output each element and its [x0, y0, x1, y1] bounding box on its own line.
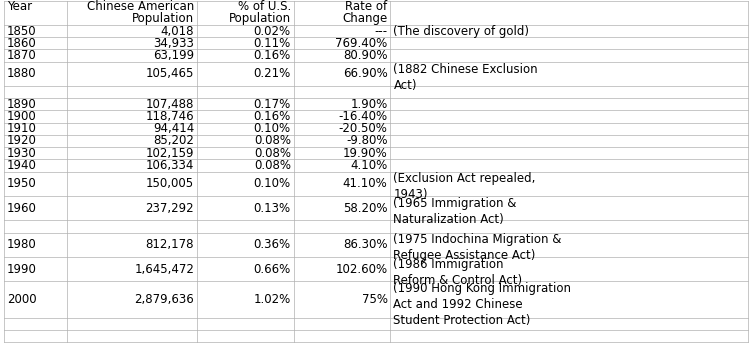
- Text: 1920: 1920: [7, 134, 37, 147]
- Text: (1990 Hong Kong Immigration
Act and 1992 Chinese
Student Protection Act): (1990 Hong Kong Immigration Act and 1992…: [393, 282, 571, 327]
- Text: (Exclusion Act repealed,
1943): (Exclusion Act repealed, 1943): [393, 172, 536, 201]
- Text: 1,645,472: 1,645,472: [134, 263, 194, 276]
- Text: 1.02%: 1.02%: [254, 293, 291, 306]
- Text: 0.13%: 0.13%: [254, 202, 291, 215]
- Text: 0.16%: 0.16%: [254, 110, 291, 123]
- Text: 0.08%: 0.08%: [254, 159, 291, 172]
- Text: 0.17%: 0.17%: [254, 98, 291, 111]
- Text: 1.90%: 1.90%: [351, 98, 387, 111]
- Text: 769.40%: 769.40%: [336, 37, 387, 50]
- Text: 102.60%: 102.60%: [336, 263, 387, 276]
- Text: 86.30%: 86.30%: [343, 238, 387, 251]
- Text: 1870: 1870: [7, 49, 37, 62]
- Text: 1960: 1960: [7, 202, 37, 215]
- Text: ---: ---: [374, 25, 387, 38]
- Text: 1930: 1930: [7, 147, 37, 160]
- Text: Population: Population: [132, 12, 194, 25]
- Text: 85,202: 85,202: [154, 134, 194, 147]
- Text: 237,292: 237,292: [145, 202, 194, 215]
- Text: -16.40%: -16.40%: [339, 110, 387, 123]
- Text: 102,159: 102,159: [145, 147, 194, 160]
- Text: 34,933: 34,933: [154, 37, 194, 50]
- Text: 4,018: 4,018: [160, 25, 194, 38]
- Text: 2,879,636: 2,879,636: [134, 293, 194, 306]
- Text: 106,334: 106,334: [146, 159, 194, 172]
- Text: 0.16%: 0.16%: [254, 49, 291, 62]
- Text: Population: Population: [228, 12, 291, 25]
- Text: 1950: 1950: [7, 177, 37, 190]
- Text: 107,488: 107,488: [146, 98, 194, 111]
- Text: Year: Year: [7, 0, 32, 13]
- Text: Change: Change: [342, 12, 387, 25]
- Text: 4.10%: 4.10%: [351, 159, 387, 172]
- Text: 1990: 1990: [7, 263, 37, 276]
- Text: 1880: 1880: [7, 67, 37, 80]
- Text: 118,746: 118,746: [145, 110, 194, 123]
- Text: -9.80%: -9.80%: [346, 134, 387, 147]
- Text: 75%: 75%: [362, 293, 387, 306]
- Text: 0.08%: 0.08%: [254, 134, 291, 147]
- Text: 1900: 1900: [7, 110, 37, 123]
- Text: 1890: 1890: [7, 98, 37, 111]
- Text: 1860: 1860: [7, 37, 37, 50]
- Text: 0.11%: 0.11%: [254, 37, 291, 50]
- Text: 41.10%: 41.10%: [343, 177, 387, 190]
- Text: 1980: 1980: [7, 238, 37, 251]
- Text: (1882 Chinese Exclusion
Act): (1882 Chinese Exclusion Act): [393, 62, 538, 92]
- Text: 63,199: 63,199: [153, 49, 194, 62]
- Text: (1986 Immigration
Reform & Control Act): (1986 Immigration Reform & Control Act): [393, 258, 523, 287]
- Text: 2000: 2000: [7, 293, 37, 306]
- Text: (1965 Immigration &
Naturalization Act): (1965 Immigration & Naturalization Act): [393, 197, 517, 226]
- Text: 94,414: 94,414: [153, 122, 194, 135]
- Text: 0.10%: 0.10%: [254, 122, 291, 135]
- Text: -20.50%: -20.50%: [339, 122, 387, 135]
- Text: 1910: 1910: [7, 122, 37, 135]
- Text: 0.36%: 0.36%: [254, 238, 291, 251]
- Text: 66.90%: 66.90%: [343, 67, 387, 80]
- Text: % of U.S.: % of U.S.: [237, 0, 291, 13]
- Text: 812,178: 812,178: [145, 238, 194, 251]
- Text: 105,465: 105,465: [146, 67, 194, 80]
- Text: 1850: 1850: [7, 25, 37, 38]
- Text: 0.21%: 0.21%: [254, 67, 291, 80]
- Text: 0.66%: 0.66%: [254, 263, 291, 276]
- Text: 0.10%: 0.10%: [254, 177, 291, 190]
- Text: (The discovery of gold): (The discovery of gold): [393, 25, 530, 38]
- Text: 19.90%: 19.90%: [343, 147, 387, 160]
- Text: 1940: 1940: [7, 159, 37, 172]
- Text: 80.90%: 80.90%: [343, 49, 387, 62]
- Text: 58.20%: 58.20%: [343, 202, 387, 215]
- Text: Chinese American: Chinese American: [87, 0, 194, 13]
- Text: 150,005: 150,005: [146, 177, 194, 190]
- Text: 0.02%: 0.02%: [254, 25, 291, 38]
- Text: (1975 Indochina Migration &
Refugee Assistance Act): (1975 Indochina Migration & Refugee Assi…: [393, 233, 562, 262]
- Text: Rate of: Rate of: [345, 0, 387, 13]
- Text: 0.08%: 0.08%: [254, 147, 291, 160]
